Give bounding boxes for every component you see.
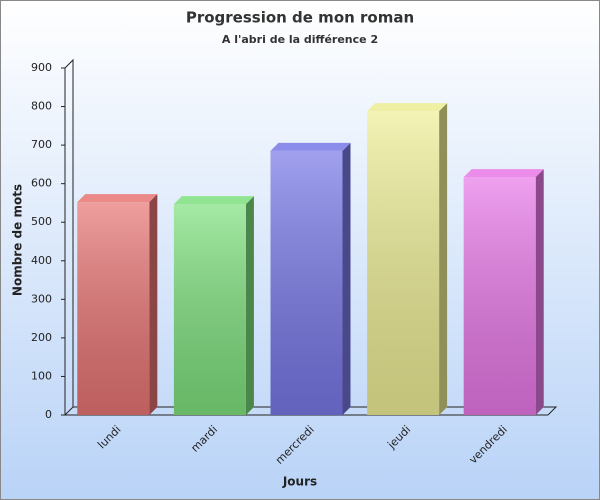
bar-top-shade <box>173 196 254 205</box>
bar-shade <box>270 150 343 415</box>
axis-corner <box>64 406 74 416</box>
bar-shade <box>173 204 246 415</box>
y-tick-label: 100 <box>31 369 52 382</box>
bar-top <box>367 103 448 112</box>
bar-side <box>342 142 351 415</box>
x-axis-label: Jours <box>282 475 317 489</box>
y-tick-label: 300 <box>31 292 52 305</box>
bar-top-shade <box>270 142 351 151</box>
bar-top <box>173 196 254 205</box>
bar-shade <box>77 202 150 415</box>
bar-top <box>270 142 351 151</box>
bar-side-shade <box>535 169 544 415</box>
chart-subtitle: A l'abri de la différence 2 <box>222 33 378 46</box>
y-tick-label: 900 <box>31 61 52 74</box>
bar-side-shade <box>245 196 254 415</box>
bar-side <box>149 194 158 415</box>
bar-side <box>535 169 544 415</box>
bar-side-shade <box>149 194 158 415</box>
y-axis-label: Nombre de mots <box>11 184 25 296</box>
bar-top-shade <box>77 194 158 203</box>
y-tick-label: 200 <box>31 331 52 344</box>
y-tick-label: 0 <box>45 408 52 421</box>
bar-side-shade <box>342 142 351 415</box>
bar-side <box>439 103 448 415</box>
y-tick-label: 400 <box>31 254 52 267</box>
chart-title: Progression de mon roman <box>186 9 414 27</box>
bar-top-shade <box>367 103 448 112</box>
y-tick-label: 500 <box>31 215 52 228</box>
y-tick-label: 700 <box>31 138 52 151</box>
bar-top <box>77 194 158 203</box>
bar-top <box>463 169 544 178</box>
y-tick-label: 800 <box>31 100 52 113</box>
bar-side-shade <box>439 103 448 415</box>
y-tick-label: 600 <box>31 177 52 190</box>
bar-side <box>245 196 254 415</box>
bar-shade <box>463 177 536 415</box>
bar-top-shade <box>463 169 544 178</box>
bar-shade <box>367 111 440 415</box>
